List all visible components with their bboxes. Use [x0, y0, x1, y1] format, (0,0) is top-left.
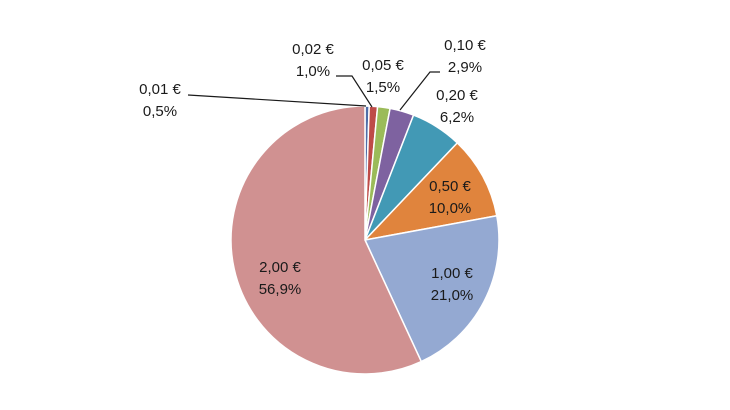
data-label-percent: 1,0%	[296, 63, 330, 80]
data-labels-layer: 0,01 € 0,5% 0,02 € 1,0% 0,05 € 1,5% 0,10 € 2,9%…	[139, 37, 486, 304]
pie-slice	[363, 214, 500, 363]
leader-line	[336, 75, 373, 108]
data-label-category: 2,00 €	[259, 259, 301, 276]
leader-line	[399, 71, 440, 111]
pie-slice	[230, 105, 423, 375]
data-label: 2,00 € 56,9%	[259, 259, 302, 298]
data-label-percent: 10,0%	[429, 200, 472, 217]
data-label-category: 0,01 €	[139, 81, 181, 98]
data-label-category: 0,50 €	[429, 178, 471, 195]
data-label: 0,01 € 0,5%	[139, 81, 181, 120]
data-label-category: 0,02 €	[292, 41, 334, 58]
slices-layer	[230, 105, 500, 375]
data-label-category: 0,10 €	[444, 37, 486, 54]
pie-slice	[362, 141, 498, 242]
leader-lines-layer	[187, 71, 440, 111]
data-label: 0,20 € 6,2%	[436, 87, 478, 126]
data-label: 0,02 € 1,0%	[292, 41, 334, 80]
data-label-percent: 56,9%	[259, 281, 302, 298]
data-label-percent: 6,2%	[440, 109, 474, 126]
data-label: 1,00 € 21,0%	[431, 265, 474, 304]
leader-line	[187, 94, 367, 107]
data-label-percent: 1,5%	[366, 79, 400, 96]
data-label-category: 0,05 €	[362, 57, 404, 74]
data-label-percent: 21,0%	[431, 287, 474, 304]
data-label-category: 1,00 €	[431, 265, 473, 282]
data-label: 0,05 € 1,5%	[362, 57, 404, 96]
data-label-category: 0,20 €	[436, 87, 478, 104]
data-label-percent: 0,5%	[143, 103, 177, 120]
data-label: 0,10 € 2,9%	[444, 37, 486, 76]
data-label: 0,50 € 10,0%	[429, 178, 472, 217]
data-label-percent: 2,9%	[448, 59, 482, 76]
